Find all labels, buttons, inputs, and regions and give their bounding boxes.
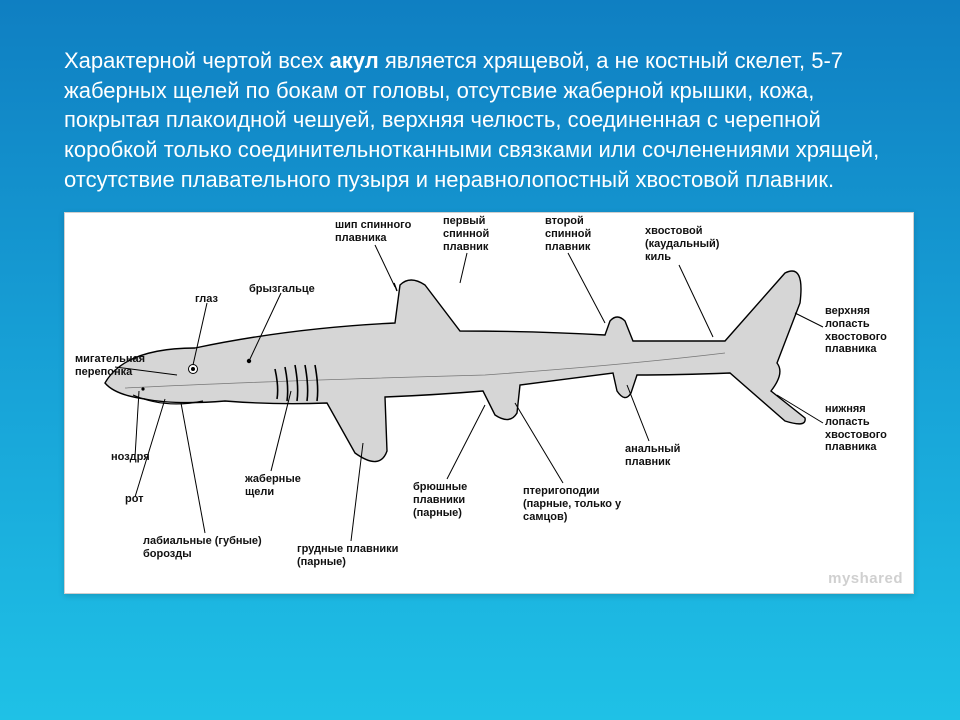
label-spiracle: брызгальце [249, 283, 315, 296]
label-nictitating: мигательная перепонка [75, 353, 145, 378]
label-mouth: рот [125, 493, 144, 506]
label-pterygopodia: птеригоподии (парные, только у самцов) [523, 485, 621, 523]
label-nostril: ноздря [111, 451, 150, 464]
leader-first-dorsal [460, 253, 467, 283]
leader-nostril [135, 391, 139, 457]
leader-labial-folds [181, 403, 205, 533]
label-labial-folds: лабиальные (губные) борозды [143, 535, 262, 560]
label-gill-slits: жаберные щели [245, 473, 301, 498]
leader-anal-fin [627, 385, 649, 441]
leader-upper-caudal [795, 313, 823, 327]
leader-second-dorsal [568, 253, 605, 323]
label-second-dorsal: второй спинной плавник [545, 215, 591, 253]
label-upper-caudal: верхняя лопасть хвостового плавника [825, 305, 887, 356]
label-dorsal-spine: шип спинного плавника [335, 219, 411, 244]
leader-pterygopodia [515, 403, 563, 483]
leader-mouth [135, 399, 165, 497]
label-pectoral-fins: грудные плавники (парные) [297, 543, 398, 568]
leader-pectoral-fins [351, 443, 363, 541]
paragraph: Характерной чертой всех акул является хр… [64, 46, 912, 194]
label-anal-fin: анальный плавник [625, 443, 680, 468]
slide: Характерной чертой всех акул является хр… [0, 0, 960, 720]
label-pelvic-fins: брюшные плавники (парные) [413, 481, 467, 519]
shark-diagram: шип спинного плавника первый спинной плав… [64, 212, 914, 594]
paragraph-keyword: акул [330, 48, 379, 73]
watermark: myshared [828, 570, 903, 587]
paragraph-before: Характерной чертой всех [64, 48, 330, 73]
label-eye: глаз [195, 293, 218, 306]
leader-caudal-keel [679, 265, 713, 337]
label-lower-caudal: нижняя лопасть хвостового плавника [825, 403, 887, 454]
label-caudal-keel: хвостовой (каудальный) киль [645, 225, 719, 263]
leader-pelvic-fins [447, 405, 485, 479]
label-first-dorsal: первый спинной плавник [443, 215, 489, 253]
leader-dorsal-spine [375, 245, 395, 287]
